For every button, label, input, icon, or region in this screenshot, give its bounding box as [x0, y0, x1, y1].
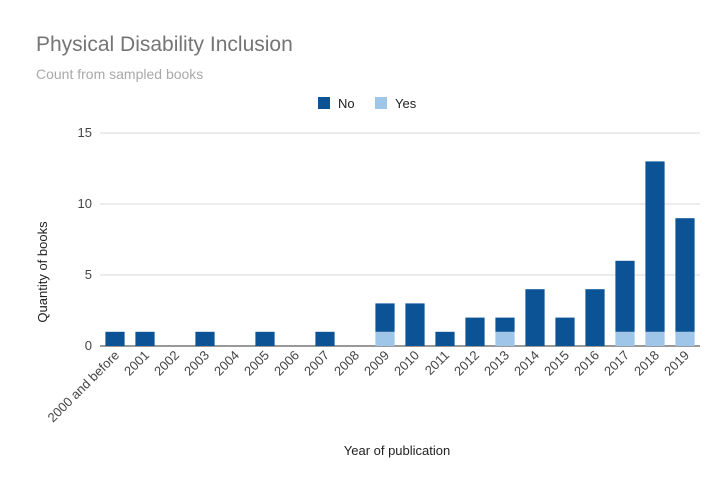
x-tick-label: 2016 — [571, 348, 602, 379]
x-tick-label: 2018 — [631, 348, 662, 379]
bar-no-11 — [435, 331, 455, 346]
bars — [105, 161, 695, 346]
bar-no-0 — [105, 331, 125, 346]
bar-no-3 — [195, 331, 215, 346]
x-tick-label: 2003 — [181, 348, 212, 379]
bar-no-7 — [315, 331, 335, 346]
y-tick-label: 10 — [78, 196, 92, 211]
x-tick-label: 2004 — [211, 348, 242, 379]
x-axis-title: Year of publication — [344, 443, 451, 458]
x-tick-label: 2011 — [422, 348, 452, 378]
x-tick-label: 2014 — [511, 348, 542, 379]
x-tick-label: 2010 — [391, 348, 422, 379]
x-axis-ticks: 2000 and before2001200220032004200520062… — [45, 348, 693, 426]
bar-no-14 — [525, 289, 545, 346]
x-tick-label: 2007 — [301, 348, 332, 379]
bar-no-19 — [675, 218, 695, 332]
legend-label-yes: Yes — [395, 96, 417, 111]
x-tick-label: 2001 — [121, 348, 152, 379]
x-tick-label: 2009 — [361, 348, 392, 379]
y-axis-title: Quantity of books — [35, 221, 50, 323]
x-tick-label: 2012 — [451, 348, 482, 379]
bar-yes-13 — [495, 331, 515, 346]
y-tick-label: 15 — [78, 125, 92, 140]
bar-yes-17 — [615, 331, 635, 346]
bar-no-17 — [615, 260, 635, 332]
bar-no-15 — [555, 317, 575, 346]
bar-yes-19 — [675, 331, 695, 346]
bar-yes-18 — [645, 331, 665, 346]
bar-no-13 — [495, 317, 515, 332]
bar-no-12 — [465, 317, 485, 346]
x-tick-label: 2019 — [661, 348, 692, 379]
x-tick-label: 2002 — [151, 348, 182, 379]
bar-no-9 — [375, 303, 395, 332]
legend-swatch-no — [318, 97, 330, 109]
bar-no-10 — [405, 303, 425, 346]
x-tick-label: 2008 — [331, 348, 362, 379]
bar-yes-9 — [375, 331, 395, 346]
x-tick-label: 2013 — [481, 348, 512, 379]
bar-no-18 — [645, 161, 665, 332]
bar-no-16 — [585, 289, 605, 346]
bar-no-5 — [255, 331, 275, 346]
chart-title: Physical Disability Inclusion — [36, 33, 293, 56]
x-tick-label: 2005 — [241, 348, 272, 379]
x-tick-label: 2000 and before — [45, 348, 123, 426]
x-tick-label: 2015 — [541, 348, 572, 379]
y-axis-ticks: 0 5 10 15 — [78, 125, 92, 353]
gridlines — [100, 132, 700, 347]
chart-subtitle: Count from sampled books — [36, 66, 204, 82]
legend: No Yes — [318, 96, 417, 111]
x-tick-label: 2017 — [601, 348, 632, 379]
legend-swatch-yes — [375, 97, 387, 109]
legend-label-no: No — [338, 96, 355, 111]
bar-no-1 — [135, 331, 155, 346]
y-tick-label: 5 — [85, 267, 92, 282]
y-tick-label: 0 — [85, 338, 92, 353]
x-tick-label: 2006 — [271, 348, 302, 379]
